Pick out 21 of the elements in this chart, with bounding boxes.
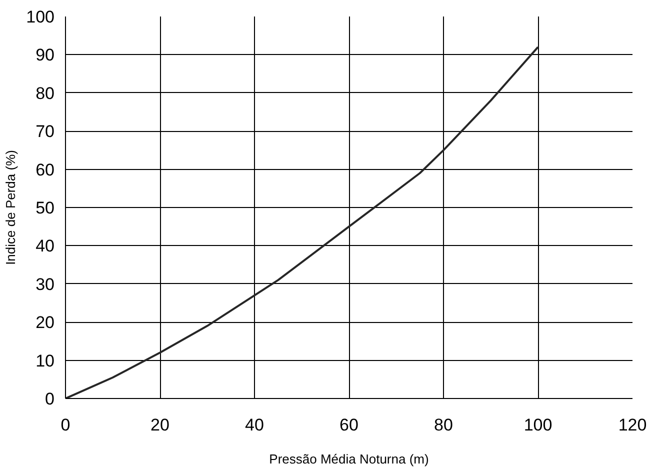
y-tick-label: 10 [36,351,55,370]
x-tick-label: 0 [60,416,70,434]
y-tick-label: 90 [36,46,55,65]
y-tick-label: 40 [36,236,55,256]
y-tick-label: 50 [36,198,55,218]
x-tick-label: 120 [618,416,647,434]
x-tick-label: 40 [245,416,264,434]
y-tick-label: 70 [36,122,55,142]
line-series [66,46,539,398]
y-tick-label: 0 [45,390,55,408]
y-tick-label: 80 [36,84,55,103]
y-tick-label: 60 [36,160,55,180]
y-tick-label: 20 [36,313,55,332]
x-axis-title: Pressão Média Noturna (m) [269,452,429,466]
y-tick-label: 30 [36,274,55,294]
y-tick-label: 100 [26,8,55,26]
x-tick-label: 20 [150,416,170,434]
y-axis-title: Indice de Perda (%) [3,150,18,265]
x-tick-label: 100 [524,416,552,434]
x-tick-label: 60 [340,416,358,434]
x-tick-label: 80 [434,416,453,434]
